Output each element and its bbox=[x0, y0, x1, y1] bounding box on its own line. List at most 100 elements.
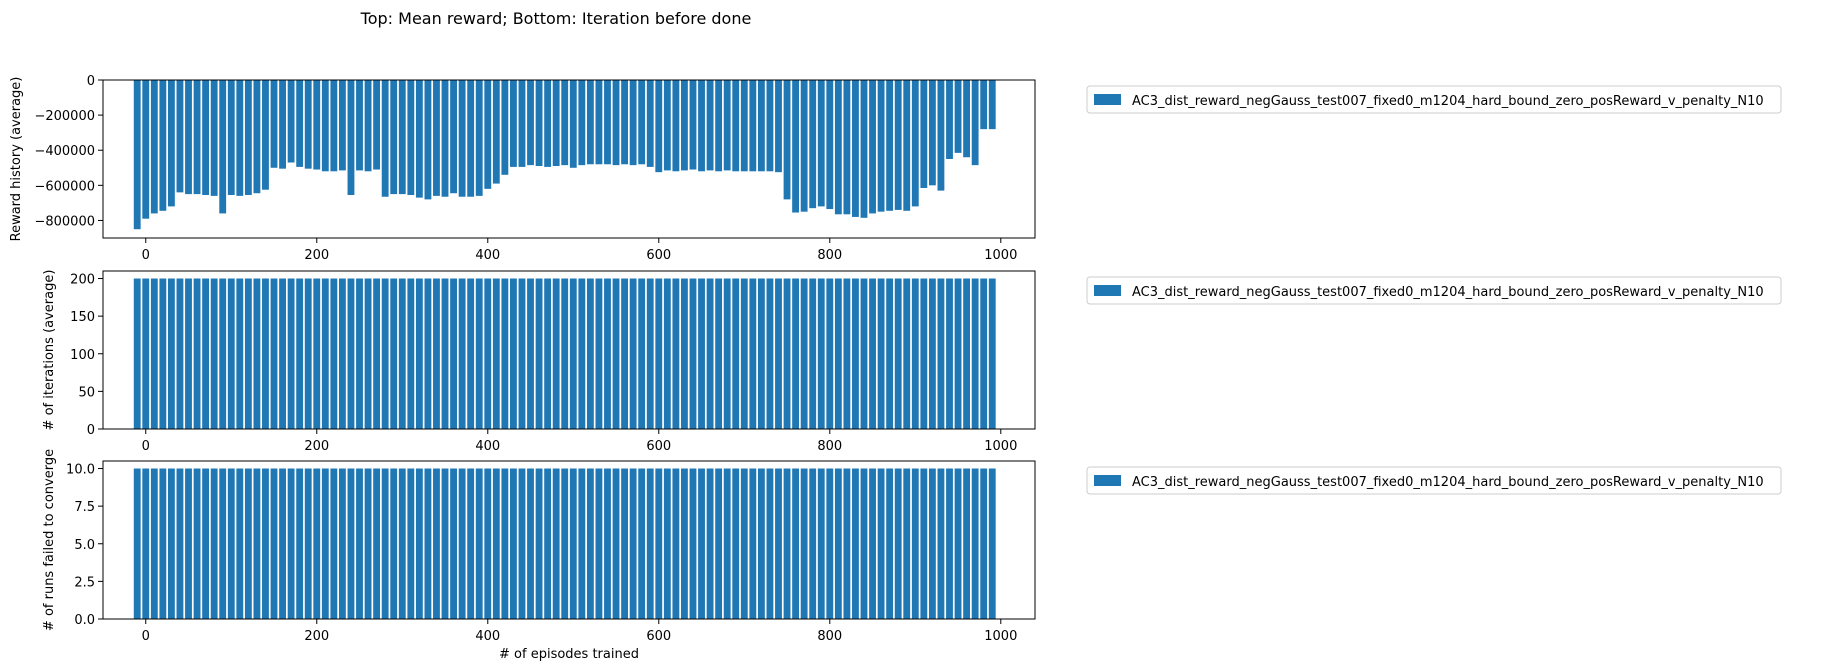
bar bbox=[527, 468, 534, 619]
bar bbox=[398, 80, 406, 195]
bar bbox=[202, 468, 210, 619]
bar bbox=[783, 80, 791, 200]
axes-frame bbox=[102, 270, 1036, 430]
bar bbox=[971, 80, 979, 166]
bar bbox=[723, 468, 731, 619]
bar bbox=[903, 80, 911, 211]
legend-swatch bbox=[1094, 475, 1121, 486]
bar bbox=[313, 468, 321, 619]
y-tick-label: 200 bbox=[70, 273, 95, 288]
bar bbox=[398, 468, 406, 619]
bar bbox=[937, 278, 945, 429]
bar bbox=[937, 80, 945, 191]
bar bbox=[732, 278, 740, 429]
bar bbox=[988, 278, 996, 429]
bar bbox=[159, 468, 167, 619]
bar bbox=[450, 80, 457, 194]
bar bbox=[262, 468, 269, 619]
bar bbox=[552, 468, 560, 619]
bar bbox=[954, 468, 962, 619]
bar bbox=[433, 80, 440, 196]
bar bbox=[167, 80, 175, 207]
bar bbox=[561, 278, 569, 429]
bar bbox=[569, 468, 577, 619]
bar bbox=[954, 278, 962, 429]
bar bbox=[877, 80, 885, 212]
bar bbox=[133, 80, 141, 230]
bar bbox=[817, 80, 825, 207]
bar bbox=[740, 468, 748, 619]
bar bbox=[612, 468, 620, 619]
bar bbox=[279, 468, 286, 619]
bar bbox=[843, 468, 851, 619]
bar bbox=[364, 468, 372, 619]
x-tick-label: 0 bbox=[142, 629, 150, 644]
bar bbox=[920, 80, 928, 188]
bar bbox=[510, 80, 517, 167]
bar bbox=[347, 468, 355, 619]
bar bbox=[544, 468, 552, 619]
bar bbox=[586, 278, 594, 429]
legend: AC3_dist_reward_negGauss_test007_fixed0_… bbox=[1086, 85, 1782, 114]
bar bbox=[681, 80, 688, 171]
bar bbox=[356, 80, 363, 171]
bar bbox=[706, 80, 714, 171]
bar bbox=[604, 278, 611, 429]
bar bbox=[510, 278, 517, 429]
bar bbox=[561, 468, 569, 619]
bar bbox=[638, 80, 646, 165]
bar bbox=[792, 468, 800, 619]
bar bbox=[262, 80, 269, 190]
bar bbox=[142, 278, 150, 429]
bar bbox=[150, 80, 158, 214]
x-tick-label: 600 bbox=[646, 439, 671, 454]
bar bbox=[988, 80, 996, 130]
bar bbox=[270, 80, 278, 168]
bar bbox=[433, 278, 440, 429]
bar bbox=[578, 468, 586, 619]
bar bbox=[860, 80, 868, 218]
x-tick-label: 200 bbox=[304, 439, 329, 454]
bar bbox=[826, 278, 834, 429]
bar bbox=[757, 278, 765, 429]
bar bbox=[373, 80, 381, 170]
bar bbox=[236, 278, 244, 429]
bar bbox=[629, 80, 637, 166]
bar bbox=[869, 80, 876, 214]
bar bbox=[886, 278, 894, 429]
bar bbox=[475, 468, 483, 619]
y-tick-label: 5.0 bbox=[74, 538, 95, 553]
bar bbox=[723, 80, 731, 171]
bar bbox=[612, 80, 620, 166]
bar bbox=[723, 278, 731, 429]
bar bbox=[219, 468, 227, 619]
bar bbox=[390, 278, 398, 429]
x-tick-label: 800 bbox=[817, 248, 842, 263]
bar bbox=[971, 468, 979, 619]
x-tick-label: 1000 bbox=[984, 629, 1017, 644]
bar bbox=[809, 468, 817, 619]
bar bbox=[458, 468, 466, 619]
bar bbox=[219, 278, 227, 429]
y-tick-label: 100 bbox=[70, 348, 95, 363]
bar bbox=[757, 80, 765, 172]
bar bbox=[578, 278, 586, 429]
bar bbox=[604, 468, 611, 619]
bar bbox=[287, 468, 295, 619]
bar bbox=[963, 80, 971, 158]
x-tick-label: 400 bbox=[475, 629, 500, 644]
bar bbox=[458, 80, 466, 197]
bar bbox=[689, 468, 697, 619]
bar bbox=[176, 80, 184, 193]
bar bbox=[296, 468, 304, 619]
bar bbox=[142, 80, 150, 219]
bar bbox=[920, 468, 928, 619]
legend-label: AC3_dist_reward_negGauss_test007_fixed0_… bbox=[1132, 94, 1764, 109]
bar bbox=[586, 468, 594, 619]
bar bbox=[501, 278, 509, 429]
bar bbox=[544, 80, 552, 167]
bar bbox=[911, 278, 919, 429]
bar bbox=[287, 80, 295, 163]
bar bbox=[911, 468, 919, 619]
bar bbox=[732, 80, 740, 172]
